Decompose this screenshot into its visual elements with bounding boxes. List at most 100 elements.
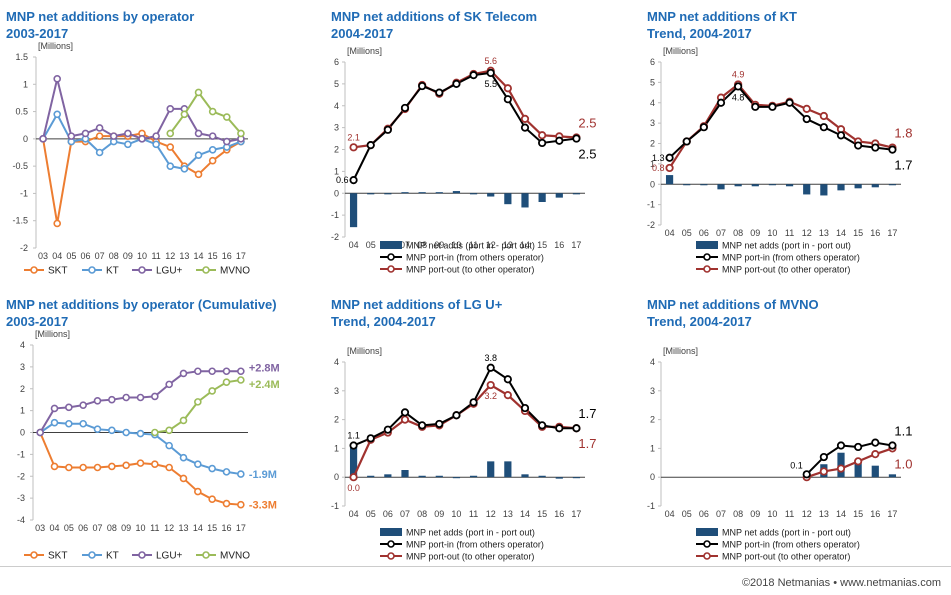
p6-port-in-point [802,470,811,479]
p6-legend-swatch-bar [696,528,718,536]
p6-port-out-point [819,467,828,476]
p6-port-out-line [806,447,893,479]
p2-port-in-point [538,138,547,148]
p3-y-tick-label: 3 [650,118,655,128]
p4-point-skt [151,460,159,469]
p5-y-tick-label: 4 [334,357,339,367]
p5-title: MNP net additions of LG U+ Trend, 2004-20… [331,297,503,329]
p6-y-tick-label: -1 [647,501,655,511]
p1-point-kt [166,162,175,170]
p2-y-tick-label: 2 [334,145,339,155]
p1-y-units: [Millions] [38,41,73,51]
p5-net-adds-bar [538,475,546,478]
p2-y-tick-label: 5 [334,79,339,89]
p1-x-tick-label: 16 [222,251,232,261]
p1-point-lguplus [81,129,90,138]
p1-point-mvno [166,129,175,138]
p1-point-lguplus [152,132,160,140]
p4-point-lguplus [151,392,159,401]
p4-point-mvno [179,416,188,425]
p4-point-lguplus [136,393,145,402]
p5-port-in-point [400,408,410,417]
p5-net-adds-bar [504,461,512,478]
p2-y-tick-label: 0 [334,188,339,198]
p2-port-in-point [486,68,495,78]
p5-data-label: 3.8 [484,353,497,363]
p2-port-out-point [520,114,530,123]
p1-x-tick-label: 04 [52,251,62,261]
p6-x-tick-label: 15 [853,509,863,519]
p6-x-tick-label: 13 [819,509,829,519]
p6-y-tick-label: 0 [650,472,655,482]
p3-port-out-point [802,104,811,113]
p4-point-kt [65,419,73,428]
p4-x-tick-label: 08 [107,523,117,533]
p3-port-in-point [888,145,897,154]
p3-y-units: [Millions] [663,46,698,56]
p2-x-tick-label: 11 [469,240,478,250]
p1-y-tick-label: -0.5 [12,161,28,171]
p6-y-tick-label: 2 [650,415,655,425]
p6-x-tick-label: 04 [665,509,675,519]
p2-y-tick-label: -2 [331,232,339,242]
p3-y-tick-label: -1 [647,200,655,210]
p5-port-out-point [400,415,410,424]
p5-y-tick-label: 3 [334,386,339,396]
p5-data-label: 0.0 [347,483,360,493]
p3-legend-label: MNP port-in (from others operator) [722,253,860,263]
p2-legend-marker-in [387,253,395,261]
p1-x-tick-label: 12 [165,251,175,261]
p4-point-lguplus [194,367,202,376]
p2-net-adds-bar [452,191,461,194]
p6-legend-marker-in [703,540,711,548]
p3-y-tick-label: 6 [650,57,655,67]
p3-net-adds-bar [837,184,845,191]
p6-x-tick-label: 07 [716,509,726,519]
p2-x-tick-label: 10 [451,240,461,250]
p4-point-lguplus [122,393,130,402]
p4-point-kt [194,460,202,469]
p4-point-skt [79,463,87,472]
p6-x-tick-label: 14 [836,509,846,519]
p2-port-in-point [435,88,444,97]
p1-point-skt [208,156,217,165]
p4-y-tick-label: 2 [20,384,25,394]
p4-point-kt [50,418,59,427]
p3-port-in-point [802,114,811,124]
p1-x-tick-label: 14 [194,251,204,261]
p3-y-tick-label: -2 [647,220,655,230]
p5-port-in-point [435,419,444,429]
p1-point-lguplus [223,137,231,146]
p1-point-kt [180,165,189,173]
p5-net-adds-bar [367,475,375,478]
p4-point-kt [179,453,188,462]
p2-x-tick-label: 04 [349,240,359,250]
p4-x-tick-label: 15 [207,523,217,533]
p2-port-in-point [366,141,375,150]
p4-point-lguplus [108,395,116,404]
p3-net-adds-bar [768,184,777,186]
p5-y-tick-label: 2 [334,415,339,425]
p1-point-kt [208,145,217,154]
p4-point-kt [122,428,130,437]
p3-port-in-point [854,141,863,150]
p3-x-tick-label: 16 [870,228,880,238]
p4-point-kt [108,426,116,435]
p2-net-adds-bar [367,193,375,195]
p5-net-adds-bar [487,461,495,478]
p2-port-out-point [503,84,512,93]
p3-port-out-point [819,111,828,121]
p3-y-tick-label: 2 [650,139,655,149]
p2-net-adds-bar [418,192,426,194]
p3-net-adds-bar [751,184,759,187]
p4-point-skt [208,495,216,504]
p2-net-adds-bar [469,193,478,195]
p3-net-adds-bar [717,184,725,190]
p5-port-in-point [520,403,530,413]
p2-port-in-point [400,103,410,113]
p4-x-tick-label: 17 [236,523,246,533]
p4-point-skt [122,461,130,470]
p3-port-in-point [871,143,880,152]
p5-data-label: 1.1 [347,431,360,441]
p6-x-tick-label: 06 [699,509,709,519]
